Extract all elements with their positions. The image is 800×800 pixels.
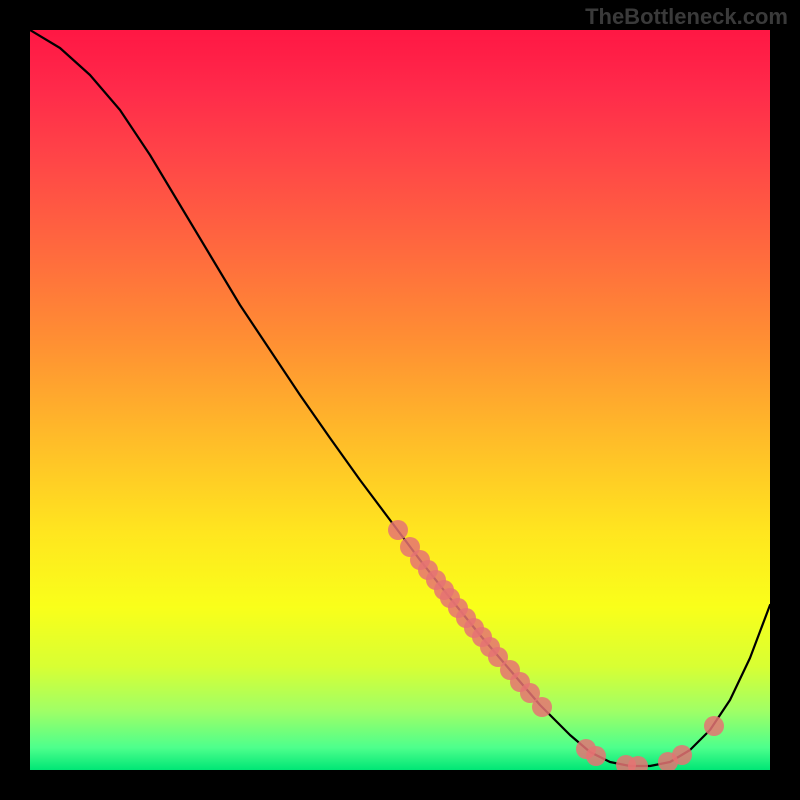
chart-svg [30,30,770,770]
chart-marker [704,716,724,736]
chart-marker [586,746,606,766]
chart-marker [532,697,552,717]
chart-marker [388,520,408,540]
watermark-text: TheBottleneck.com [585,4,788,30]
chart-marker [672,745,692,765]
chart-plot-area [30,30,770,770]
